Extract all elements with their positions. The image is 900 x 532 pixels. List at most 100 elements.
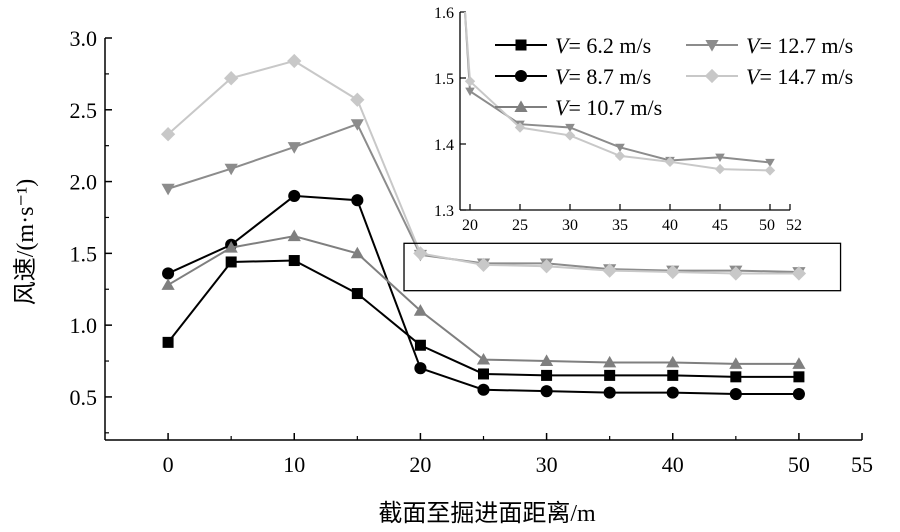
y-tick-label: 1.0 <box>70 313 98 338</box>
y-tick-label: 0.5 <box>70 385 98 410</box>
data-point <box>414 339 426 351</box>
series-v-14_7-m-s <box>160 53 807 281</box>
data-point <box>287 229 301 242</box>
series-v-6_2-m-s <box>162 255 805 383</box>
inset-data-point <box>765 158 775 168</box>
zoom-highlight-box <box>403 242 842 292</box>
legend-item-v-10_7-m-s: V= 10.7 m/s <box>495 95 662 120</box>
series-line <box>167 235 799 365</box>
legend-label: V= 6.2 m/s <box>555 33 651 58</box>
y-tick-label: 3.0 <box>70 26 98 51</box>
inset-y-tick-label: 1.5 <box>434 71 454 88</box>
data-point <box>161 183 175 196</box>
legend-marker <box>705 40 719 52</box>
data-point <box>414 362 427 375</box>
inset-x-tick-label: 25 <box>512 217 528 234</box>
inset-data-point <box>615 143 625 153</box>
data-point <box>162 336 174 348</box>
legend-item-v-6_2-m-s: V= 6.2 m/s <box>495 33 651 58</box>
x-tick-label: 0 <box>163 452 174 477</box>
inset-data-point <box>565 123 575 133</box>
x-tick-label: 20 <box>409 452 431 477</box>
data-point <box>224 163 238 176</box>
inset-data-point <box>564 130 576 141</box>
data-point <box>666 386 679 399</box>
data-point <box>224 241 238 253</box>
inset-series-line <box>464 11 771 164</box>
data-point <box>413 246 428 261</box>
inset-data-point <box>514 122 526 133</box>
data-point <box>539 259 554 274</box>
inset-y-tick-label: 1.4 <box>434 137 454 154</box>
legend-item-v-14_7-m-s: V= 14.7 m/s <box>686 64 853 89</box>
inset-data-point <box>464 76 476 87</box>
data-point <box>793 371 805 383</box>
inset-y-tick-label: 1.3 <box>434 203 454 220</box>
data-point <box>665 264 680 280</box>
data-point <box>350 92 365 107</box>
inset-x-tick-label: 35 <box>612 217 628 234</box>
data-point <box>288 189 301 202</box>
inset-y-tick-label: 1.6 <box>434 5 454 22</box>
inset-x-tick-label: 52 <box>786 217 802 234</box>
data-point <box>539 354 554 366</box>
legend-marker <box>515 39 527 51</box>
data-point <box>162 267 175 280</box>
data-point <box>603 355 617 368</box>
data-point <box>351 194 364 207</box>
inset-series-line <box>464 11 771 172</box>
x-tick-label: 10 <box>283 452 305 477</box>
data-point <box>476 353 491 365</box>
inset-series-v-14_7-m-s <box>464 11 776 176</box>
legend-label: V= 12.7 m/s <box>746 33 853 58</box>
data-point <box>728 266 743 281</box>
inset-x-tick-label: 45 <box>712 217 728 234</box>
highlight-rect <box>403 242 842 292</box>
data-point <box>603 386 616 399</box>
main-plot-area <box>160 53 807 401</box>
data-point <box>160 127 176 142</box>
legend-marker <box>704 68 720 84</box>
data-point <box>478 368 489 380</box>
data-point <box>413 304 428 316</box>
inset-data-point <box>714 163 726 175</box>
x-tick-label: 50 <box>788 452 810 477</box>
legend-item-v-12_7-m-s: V= 12.7 m/s <box>686 33 853 58</box>
data-point <box>287 142 301 154</box>
inset-x-tick-label: 50 <box>759 217 775 234</box>
data-point <box>604 369 616 381</box>
series-v-8_7-m-s <box>162 189 805 401</box>
y-axis-title: 风速/(m·s⁻¹) <box>12 179 39 306</box>
data-point <box>288 255 300 267</box>
legend-item-v-8_7-m-s: V= 8.7 m/s <box>495 64 651 89</box>
series-v-10_7-m-s <box>161 229 806 369</box>
inset-x-tick-label: 40 <box>662 217 678 234</box>
series-v-12_7-m-s <box>161 119 806 279</box>
inset-data-point <box>764 165 776 176</box>
y-tick-label: 1.5 <box>70 241 98 266</box>
data-point <box>730 371 742 383</box>
legend: V= 6.2 m/s V= 8.7 m/s V= 10.7 m/s V= 12.7 m… <box>495 33 853 120</box>
data-point <box>287 53 302 69</box>
inset-x-tick-label: 20 <box>462 217 478 234</box>
legend-label: V= 8.7 m/s <box>555 64 651 89</box>
x-tick-label: 55 <box>851 452 873 477</box>
inset-data-point <box>664 156 676 168</box>
x-tick-label: 40 <box>662 452 684 477</box>
data-point <box>161 278 175 290</box>
inset-data-point <box>465 87 475 96</box>
data-point <box>224 71 239 86</box>
y-tick-label: 2.5 <box>70 98 98 123</box>
data-point <box>225 256 237 268</box>
legend-marker <box>514 100 528 112</box>
data-point <box>667 369 679 381</box>
data-point <box>476 257 491 272</box>
data-point <box>729 388 742 401</box>
x-tick-label: 30 <box>536 452 558 477</box>
data-point <box>729 357 743 369</box>
legend-marker <box>514 69 528 83</box>
x-axis-title: 截面至掘进面距离/m <box>378 500 596 527</box>
data-point <box>666 355 680 368</box>
legend-label: V= 10.7 m/s <box>555 95 662 120</box>
